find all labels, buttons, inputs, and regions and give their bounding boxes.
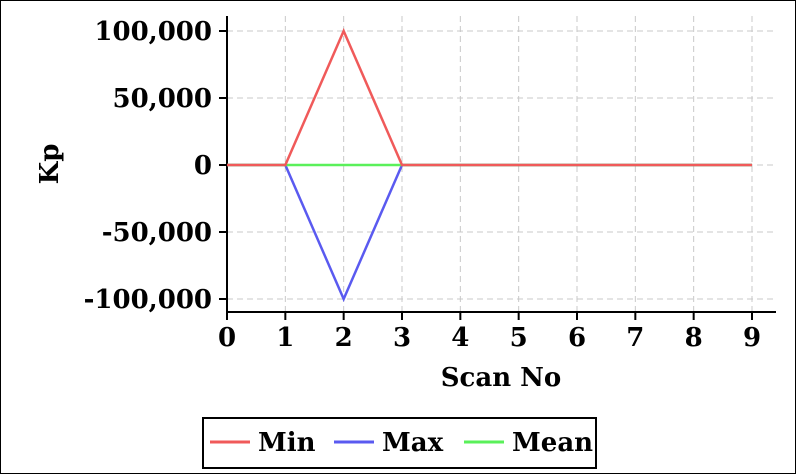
y-tick-label: 100,000	[94, 17, 212, 47]
x-tick-label: 3	[393, 323, 411, 353]
y-tick-label: 50,000	[112, 84, 212, 114]
legend-label-min: Min	[258, 428, 316, 458]
series-line-min	[227, 27, 752, 167]
x-tick-label: 9	[743, 323, 761, 353]
series-lines	[227, 27, 752, 303]
x-tick-label: 6	[568, 323, 586, 353]
x-tick-label: 8	[685, 323, 703, 353]
x-tick-label: 2	[335, 323, 353, 353]
legend-label-mean: Mean	[512, 428, 593, 458]
y-tick-label: -100,000	[84, 285, 212, 315]
x-tick-label: 4	[451, 323, 469, 353]
x-tick-label: 1	[276, 323, 294, 353]
x-axis-title: Scan No	[441, 363, 562, 393]
legend: Min Max Mean	[202, 417, 597, 469]
x-tick-label: 0	[218, 323, 236, 353]
y-tick-label: -50,000	[102, 218, 212, 248]
y-tick-label: 0	[194, 151, 212, 181]
legend-label-max: Max	[382, 428, 444, 458]
x-tick-label: 7	[626, 323, 644, 353]
x-tick-label: 5	[510, 323, 528, 353]
y-ticks: 100,000 50,000 0 -50,000 -100,000	[84, 17, 227, 315]
legend-box	[202, 417, 597, 469]
x-ticks: 0 1 2 3 4 5 6 7 8 9	[218, 312, 761, 353]
y-axis-title: Kp	[35, 144, 65, 185]
